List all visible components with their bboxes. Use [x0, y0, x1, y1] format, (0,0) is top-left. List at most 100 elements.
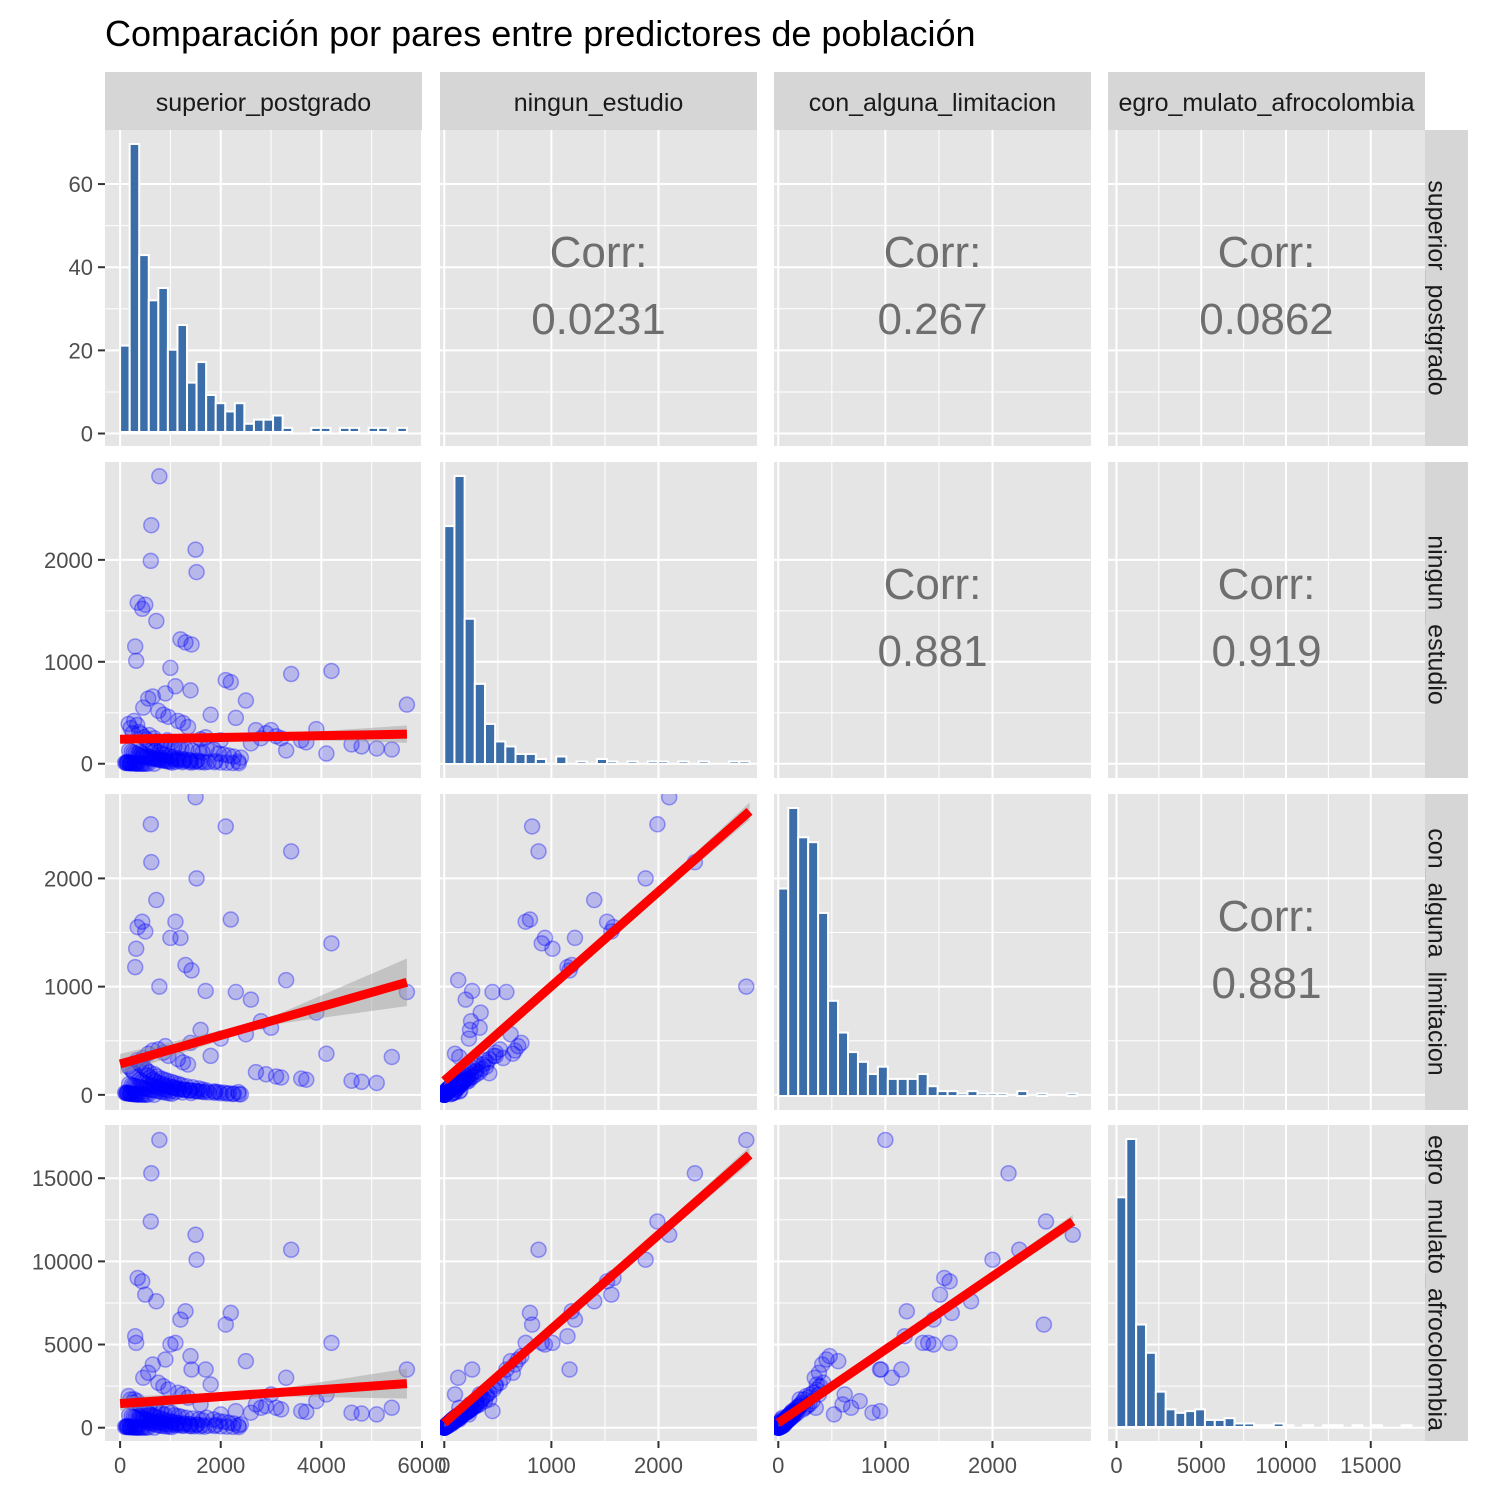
scatter-point [851, 1392, 868, 1410]
scatter-point [191, 1418, 208, 1435]
scatter-point [444, 1084, 462, 1102]
histogram-bar [1115, 1196, 1128, 1429]
histogram-bar [677, 760, 690, 766]
column-strip-label: ningun_estudio [514, 89, 684, 117]
scatter-point [440, 1085, 454, 1102]
scatter-point [153, 1410, 171, 1428]
scatter-point [188, 1251, 205, 1268]
scatter-point [186, 1417, 203, 1435]
histogram-bar [377, 426, 389, 433]
scatter-point [158, 752, 176, 769]
scatter-point [165, 1413, 182, 1431]
scatter-point [440, 1085, 454, 1103]
histogram-bar [595, 757, 609, 766]
scatter-point [151, 468, 168, 485]
scatter-point [158, 1416, 176, 1433]
scatter-point [452, 1074, 469, 1092]
scatter-point [462, 1013, 480, 1030]
correlation-value: 0.919 [1211, 627, 1321, 676]
scatter-point [137, 1086, 155, 1104]
histogram-bar [348, 426, 361, 433]
scatter-point [449, 1079, 467, 1096]
scatter-point [136, 1080, 154, 1097]
scatter-point [166, 1074, 183, 1092]
scatter-point [440, 1085, 454, 1102]
scatter-point [177, 956, 194, 974]
scatter-point [162, 1336, 179, 1353]
scatter-point [183, 962, 200, 979]
scatter-point [298, 1403, 315, 1421]
scatter-point [466, 1063, 483, 1081]
panel-1-3: Corr: 0.919 [1108, 462, 1425, 778]
scatter-point [871, 1361, 889, 1378]
scatter-point [133, 913, 151, 930]
scatter-point [133, 1273, 151, 1290]
scatter-point [132, 1086, 149, 1103]
scatter-point [134, 1411, 151, 1429]
row-strip-label: superior_postgrado [1422, 180, 1450, 395]
scatter-point [242, 991, 260, 1008]
scatter-point [440, 1085, 454, 1103]
histogram-bar [453, 475, 466, 765]
y-tick-label: 5000 [44, 1333, 93, 1358]
scatter-point [131, 1071, 148, 1088]
histogram-bar [483, 722, 497, 765]
y-tick-label: 40 [69, 255, 93, 280]
scatter-point [453, 1075, 470, 1093]
scatter-point [134, 699, 152, 716]
scatter-point [173, 1076, 190, 1094]
scatter-point [139, 1067, 157, 1084]
scatter-point [343, 1404, 360, 1421]
histogram-bar [1233, 1422, 1246, 1429]
scatter-point [130, 1419, 147, 1436]
scatter-point [162, 1416, 180, 1434]
scatter-point [218, 754, 236, 772]
histogram-bar [473, 682, 486, 765]
scatter-point [914, 1334, 932, 1352]
scatter-point [129, 1086, 146, 1103]
scatter-point [127, 1334, 145, 1352]
scatter-point [206, 1417, 223, 1435]
scatter-point [292, 1070, 310, 1087]
scatter-point [222, 673, 240, 691]
scatter-point [135, 746, 152, 763]
scatter-point [941, 1334, 958, 1352]
scatter-point [440, 1084, 455, 1101]
scatter-point [161, 747, 179, 765]
histogram-bar [138, 254, 150, 433]
histogram-bar [976, 1092, 989, 1098]
scatter-point [227, 709, 245, 727]
scatter-point [129, 755, 146, 772]
scatter-point [170, 1415, 187, 1432]
scatter-point [504, 1045, 522, 1062]
scatter-point [133, 755, 151, 772]
scatter-point [152, 1413, 169, 1430]
scatter-point [144, 1356, 162, 1373]
scatter-point [191, 1083, 208, 1100]
correlation-label: Corr: [1218, 228, 1316, 277]
scatter-point [124, 755, 142, 772]
scatter-point [936, 1269, 953, 1287]
histogram-bar [728, 760, 741, 766]
scatter-point [222, 1304, 240, 1322]
scatter-point [145, 749, 163, 766]
scatter-point [129, 1078, 147, 1095]
scatter-point [170, 751, 187, 768]
scatter-point [383, 741, 401, 758]
scatter-point [164, 750, 181, 768]
scatter-point [446, 1083, 464, 1101]
column-strip-label: superior_postgrado [156, 89, 371, 117]
scatter-point [842, 1399, 860, 1416]
scatter-point [468, 1062, 485, 1080]
scatter-point [292, 1402, 310, 1420]
scatter-point [157, 1418, 175, 1435]
scatter-point [449, 971, 467, 989]
scatter-point [559, 1327, 576, 1345]
scatter-point [125, 712, 143, 730]
scatter-point [162, 1082, 180, 1100]
histogram-bar [886, 1077, 899, 1098]
scatter-point [182, 1417, 200, 1435]
histogram-bar [338, 426, 351, 433]
scatter-point [585, 891, 603, 909]
x-tick-label: 10000 [1255, 1453, 1316, 1478]
